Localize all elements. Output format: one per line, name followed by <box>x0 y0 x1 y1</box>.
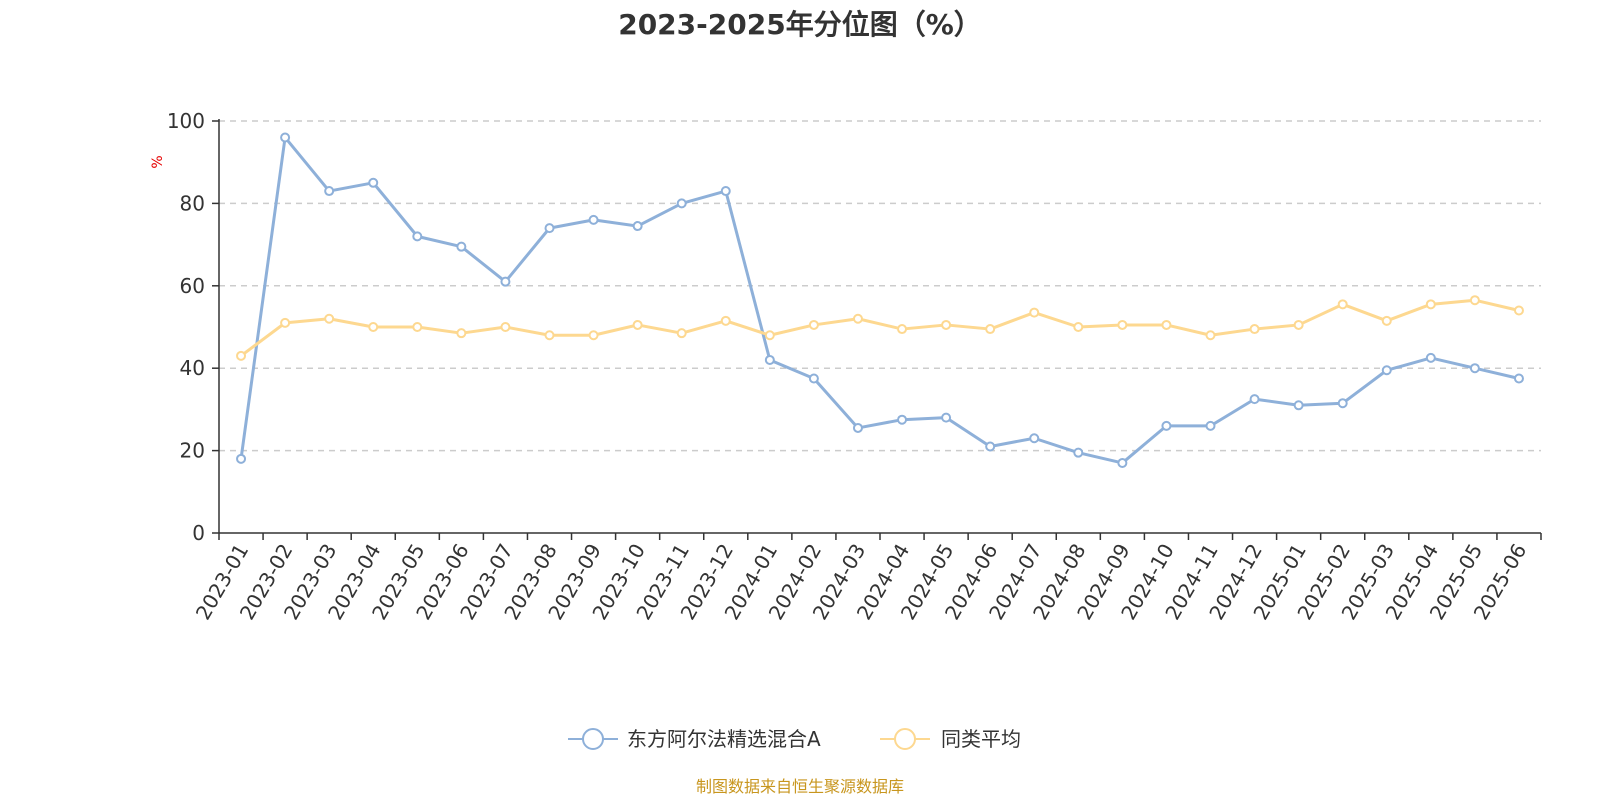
data-point <box>500 322 511 332</box>
data-point <box>1469 295 1480 306</box>
y-tick-label: 0 <box>192 521 205 545</box>
chart-title: 2023-2025年分位图（%） <box>618 8 982 41</box>
data-point <box>588 330 599 341</box>
data-point <box>808 319 819 330</box>
data-point <box>1381 365 1392 376</box>
y-axis-ticks: 0 20 40 60 80 100 <box>167 109 219 545</box>
data-point <box>1249 324 1260 335</box>
y-tick-label: 80 <box>180 191 205 215</box>
legend-label: 东方阿尔法精选混合A <box>627 727 821 751</box>
data-point <box>1513 305 1524 316</box>
y-tick-label: 100 <box>167 109 205 133</box>
data-point <box>897 414 908 425</box>
data-point <box>720 315 731 326</box>
data-point <box>676 198 687 209</box>
source-note: 制图数据来自恒生聚源数据库 <box>696 777 904 796</box>
y-tick-label: 20 <box>180 439 205 463</box>
data-point <box>720 186 731 197</box>
data-point <box>588 214 599 225</box>
data-point <box>1161 420 1172 431</box>
data-point <box>1513 373 1524 384</box>
data-point <box>1337 299 1348 310</box>
data-point <box>280 132 291 143</box>
legend: 东方阿尔法精选混合A 同类平均 <box>568 727 1021 751</box>
data-point <box>1381 315 1392 326</box>
data-point <box>236 453 247 464</box>
data-point <box>1425 352 1436 363</box>
data-point <box>1293 319 1304 330</box>
series-1 <box>236 295 1524 361</box>
data-point <box>897 324 908 335</box>
data-point <box>764 354 775 365</box>
data-point <box>1425 299 1436 310</box>
data-point <box>500 276 511 287</box>
data-point <box>1249 394 1260 405</box>
data-point <box>544 330 555 341</box>
data-point <box>852 422 863 433</box>
y-axis-unit-label: % <box>150 155 166 168</box>
series-line <box>239 135 1520 465</box>
series-line <box>240 298 1520 358</box>
data-point <box>1293 400 1304 411</box>
data-point <box>676 328 687 339</box>
data-point <box>456 241 467 252</box>
legend-item: 东方阿尔法精选混合A <box>568 727 821 751</box>
x-axis-ticks: 2023-012023-022023-032023-042023-052023-… <box>191 533 1542 624</box>
legend-item: 同类平均 <box>880 727 1021 751</box>
data-point <box>941 319 952 330</box>
data-point <box>808 373 819 384</box>
data-point <box>412 231 423 242</box>
data-point <box>280 317 291 328</box>
data-point <box>1205 330 1216 341</box>
series-layer <box>236 132 1524 468</box>
y-tick-label: 60 <box>180 274 205 298</box>
data-point <box>985 324 996 335</box>
series-0 <box>236 132 1524 468</box>
data-point <box>1337 398 1348 409</box>
data-point <box>412 322 423 332</box>
legend-marker <box>582 728 604 750</box>
data-point <box>456 328 467 339</box>
data-point <box>632 319 643 330</box>
data-point <box>368 322 379 332</box>
data-point <box>324 186 335 197</box>
y-tick-label: 40 <box>180 356 205 380</box>
data-point <box>941 412 952 423</box>
data-point <box>1029 307 1040 318</box>
data-point <box>1161 319 1172 330</box>
data-point <box>852 313 863 324</box>
data-point <box>1469 363 1480 374</box>
legend-marker <box>894 728 916 750</box>
legend-label: 同类平均 <box>941 727 1021 751</box>
data-point <box>1117 457 1128 468</box>
grid-lines <box>219 120 1541 452</box>
data-point <box>544 223 555 234</box>
data-point <box>632 221 643 232</box>
data-point <box>1073 447 1084 458</box>
data-point <box>368 177 379 188</box>
data-point <box>1073 322 1084 332</box>
data-point <box>985 441 996 452</box>
data-point <box>764 330 775 341</box>
data-point <box>1205 420 1216 431</box>
data-point <box>1029 433 1040 444</box>
data-point <box>324 313 335 324</box>
data-point <box>1117 319 1128 330</box>
data-point <box>236 350 247 361</box>
